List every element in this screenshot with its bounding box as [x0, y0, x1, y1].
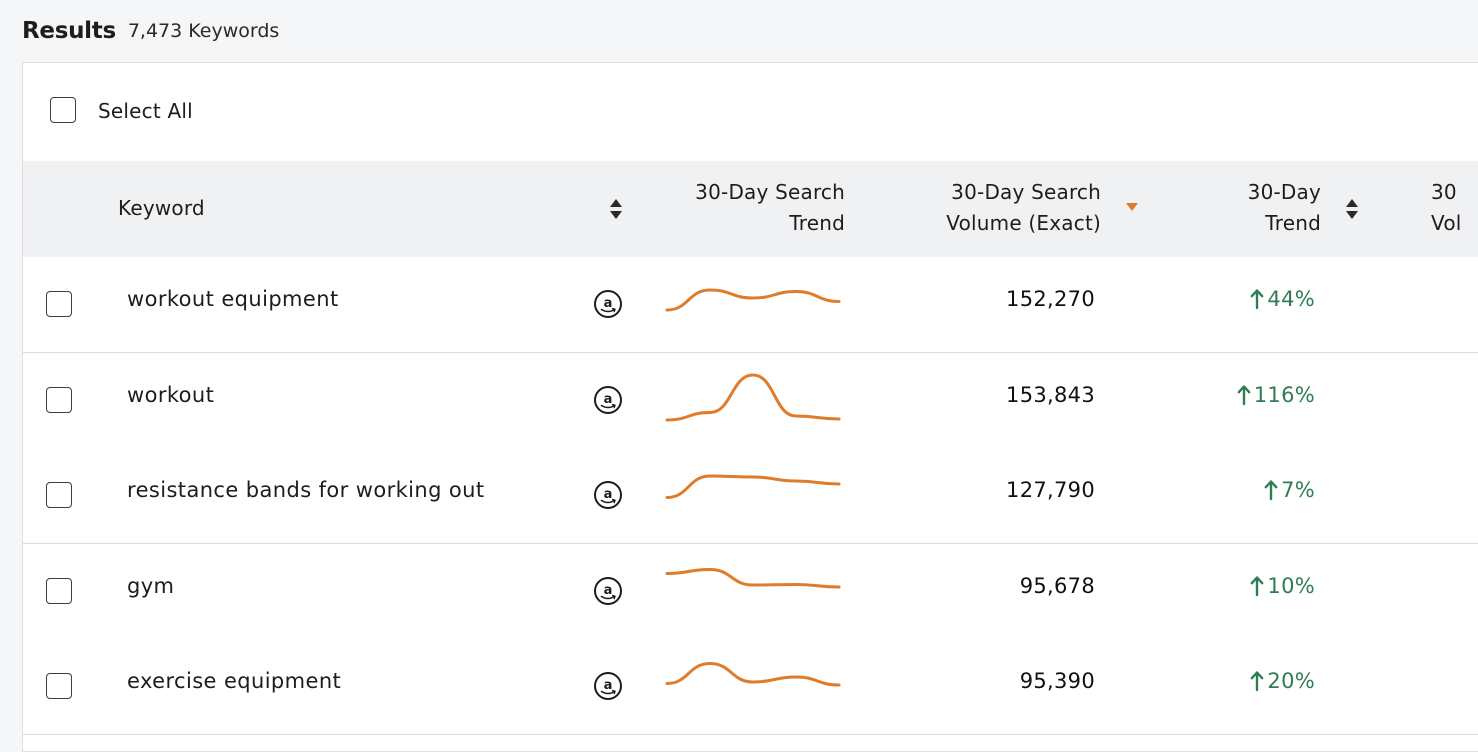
table-row: workout equipment a 152,270 44%: [23, 257, 1478, 353]
keyword-text[interactable]: resistance bands for working out: [127, 478, 485, 502]
trend-up-arrow-icon: [1251, 671, 1264, 692]
results-header: Results 7,473 Keywords: [22, 14, 279, 48]
column-header-search-trend-line1: 30-Day Search: [695, 180, 845, 204]
table-row: exercise equipment a 95,390 20%: [23, 639, 1478, 735]
table-row: workout a 153,843 116%: [23, 352, 1478, 449]
row-checkbox[interactable]: [46, 291, 72, 317]
row-checkbox[interactable]: [46, 386, 72, 413]
sparkline-path: [665, 372, 841, 421]
svg-text:a: a: [604, 392, 613, 407]
search-volume-value: 127,790: [1006, 478, 1095, 502]
search-trend-sparkline: [665, 288, 841, 312]
row-checkbox[interactable]: [46, 482, 72, 508]
column-header-search-trend[interactable]: 30-Day Search Trend: [695, 177, 845, 239]
trend-percent: 116%: [1253, 382, 1315, 407]
keyword-text[interactable]: workout equipment: [127, 287, 339, 311]
keyword-text[interactable]: workout: [127, 382, 215, 407]
column-header-search-trend-line2: Trend: [789, 211, 845, 235]
row-checkbox[interactable]: [46, 577, 72, 604]
trend-up-arrow-icon: [1237, 384, 1251, 405]
row-checkbox[interactable]: [46, 673, 72, 699]
select-all-checkbox[interactable]: [50, 97, 76, 123]
svg-text:a: a: [604, 487, 613, 502]
results-panel: Select All Keyword 30-Day Search Trend 3…: [22, 62, 1478, 752]
column-header-cut-off[interactable]: 30 Vol: [1431, 177, 1462, 239]
select-all-label: Select All: [98, 99, 193, 123]
column-header-search-volume-line1: 30-Day Search: [951, 180, 1101, 204]
sort-trend-icon[interactable]: [1345, 197, 1359, 221]
column-header-cut-off-line2: Vol: [1431, 211, 1462, 235]
amazon-icon[interactable]: a: [593, 385, 623, 415]
results-count: 7,473 Keywords: [127, 20, 280, 42]
trend-percent: 10%: [1267, 573, 1315, 598]
sparkline-path: [665, 288, 841, 312]
trend-up-arrow-icon: [1264, 480, 1278, 501]
sparkline-path: [665, 474, 841, 499]
trend-up-arrow-icon: [1251, 289, 1264, 310]
results-title: Results: [22, 18, 116, 44]
keyword-text[interactable]: gym: [127, 573, 175, 598]
column-header-search-volume-line2: Volume (Exact): [946, 211, 1101, 235]
search-volume-value: 153,843: [1006, 382, 1095, 407]
sparkline-path: [665, 567, 841, 588]
sort-keyword-icon[interactable]: [609, 197, 623, 221]
search-trend-sparkline: [665, 661, 841, 687]
trend-up-arrow-icon: [1251, 575, 1264, 596]
amazon-icon[interactable]: a: [593, 576, 623, 606]
trend-value: 7%: [1264, 478, 1315, 502]
trend-value: 116%: [1237, 383, 1315, 407]
trend-value: 10%: [1250, 574, 1315, 598]
table-row: resistance bands for working out a 127,790…: [23, 448, 1478, 544]
column-header-cut-off-line1: 30: [1431, 180, 1457, 204]
column-header-search-volume[interactable]: 30-Day Search Volume (Exact): [946, 177, 1101, 239]
trend-value: 44%: [1250, 287, 1315, 311]
amazon-icon[interactable]: a: [593, 480, 623, 510]
keyword-text[interactable]: exercise equipment: [127, 669, 342, 693]
trend-percent: 20%: [1267, 669, 1315, 693]
search-trend-sparkline: [665, 567, 841, 588]
column-header-keyword[interactable]: Keyword: [118, 196, 205, 220]
sparkline-path: [665, 661, 841, 687]
search-volume-value: 95,390: [1019, 669, 1095, 693]
trend-value: 20%: [1250, 669, 1315, 693]
trend-percent: 7%: [1281, 478, 1315, 502]
sort-desc-active-icon[interactable]: [1125, 202, 1139, 212]
select-all-row: Select All: [23, 63, 1478, 162]
trend-percent: 44%: [1267, 287, 1315, 311]
search-volume-value: 152,270: [1006, 287, 1095, 311]
column-header-trend-line2: Trend: [1265, 211, 1321, 235]
table-row: gym a 95,678 10%: [23, 543, 1478, 640]
table-header: Keyword 30-Day Search Trend 30-Day Searc…: [23, 161, 1478, 258]
svg-text:a: a: [604, 296, 613, 311]
amazon-icon[interactable]: a: [593, 289, 623, 319]
svg-text:a: a: [604, 583, 613, 598]
svg-text:a: a: [604, 678, 613, 693]
amazon-icon[interactable]: a: [593, 671, 623, 701]
search-trend-sparkline: [665, 372, 841, 421]
search-volume-value: 95,678: [1019, 573, 1095, 598]
search-trend-sparkline: [665, 474, 841, 499]
column-header-trend-line1: 30-Day: [1247, 180, 1321, 204]
column-header-trend[interactable]: 30-Day Trend: [1248, 177, 1321, 239]
